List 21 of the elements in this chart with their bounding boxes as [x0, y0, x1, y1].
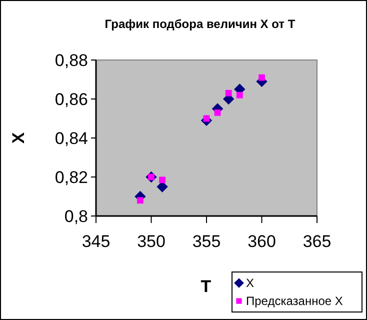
x-tick-label: 355	[192, 232, 221, 251]
y-tick-label: 0,88	[54, 51, 88, 70]
y-tick-label: 0,82	[54, 168, 88, 187]
y-tick-label: 0,84	[54, 129, 88, 148]
x-axis-title: T	[200, 277, 212, 296]
y-tick-label: 0,8	[64, 207, 88, 226]
y-axis-title: X	[9, 132, 28, 144]
legend-label: X	[246, 276, 254, 290]
legend-label: Предсказанное X	[246, 294, 343, 308]
point	[258, 74, 265, 81]
point	[159, 176, 166, 184]
point	[236, 92, 243, 98]
y-tick-label: 0,86	[54, 90, 88, 109]
x-tick-label: 365	[302, 232, 332, 251]
point	[137, 197, 144, 204]
point	[214, 109, 221, 116]
point	[225, 90, 232, 96]
x-tick-label: 360	[248, 232, 276, 251]
chart-title: График подбора величин X от T	[104, 17, 296, 31]
x-tick-label: 345	[82, 232, 110, 251]
x-tick-label: 350	[137, 232, 166, 251]
